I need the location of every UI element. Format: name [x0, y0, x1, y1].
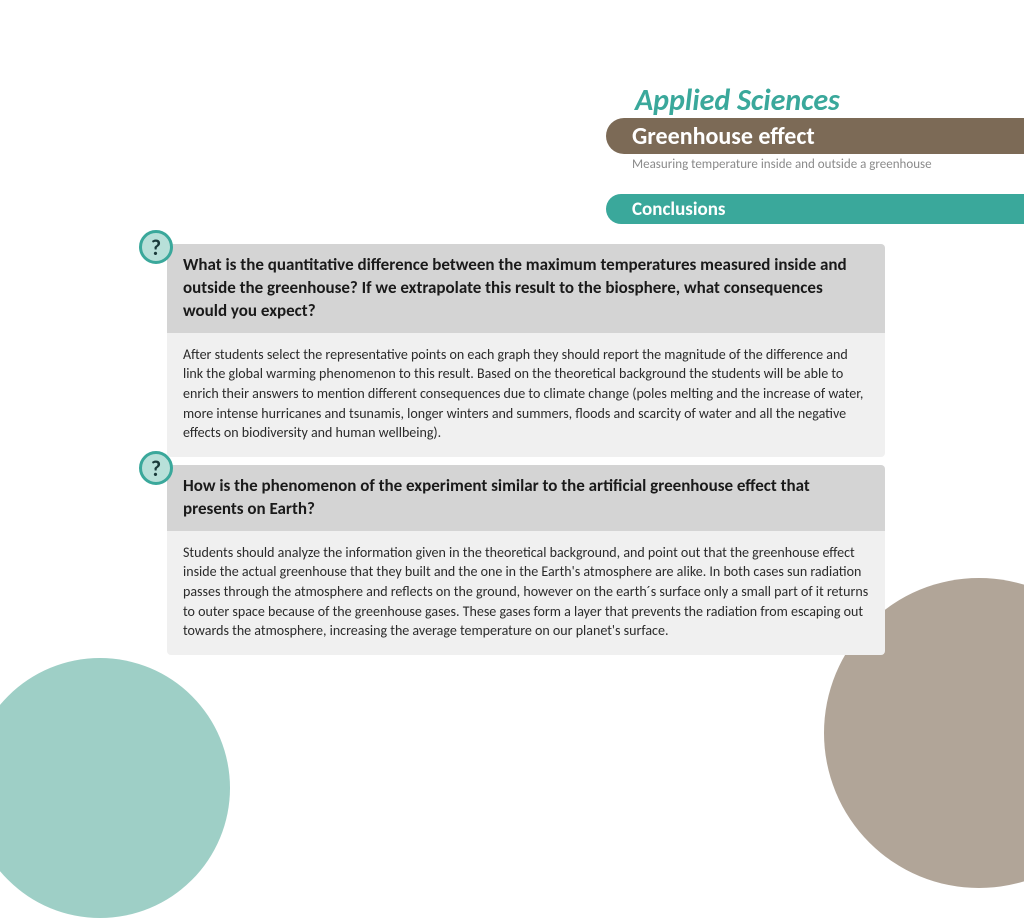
question-prompt: What is the quantitative difference betw… — [167, 244, 885, 333]
question-mark-icon: ? — [139, 230, 173, 264]
section-bar: Conclusions — [606, 194, 1024, 224]
page-title: Applied Sciences — [635, 82, 840, 119]
topic-label: Greenhouse effect — [632, 122, 815, 151]
question-prompt: How is the phenomenon of the experiment … — [167, 465, 885, 531]
topic-bar: Greenhouse effect — [606, 118, 1024, 154]
decorative-circle-teal — [0, 658, 230, 918]
question-block: ? How is the phenomenon of the experimen… — [167, 465, 885, 655]
section-label: Conclusions — [632, 198, 726, 221]
question-block: ? What is the quantitative difference be… — [167, 244, 885, 457]
topic-subtitle: Measuring temperature inside and outside… — [632, 157, 932, 174]
question-answer: After students select the representative… — [167, 333, 885, 457]
question-answer: Students should analyze the information … — [167, 531, 885, 655]
question-mark-icon: ? — [139, 451, 173, 485]
